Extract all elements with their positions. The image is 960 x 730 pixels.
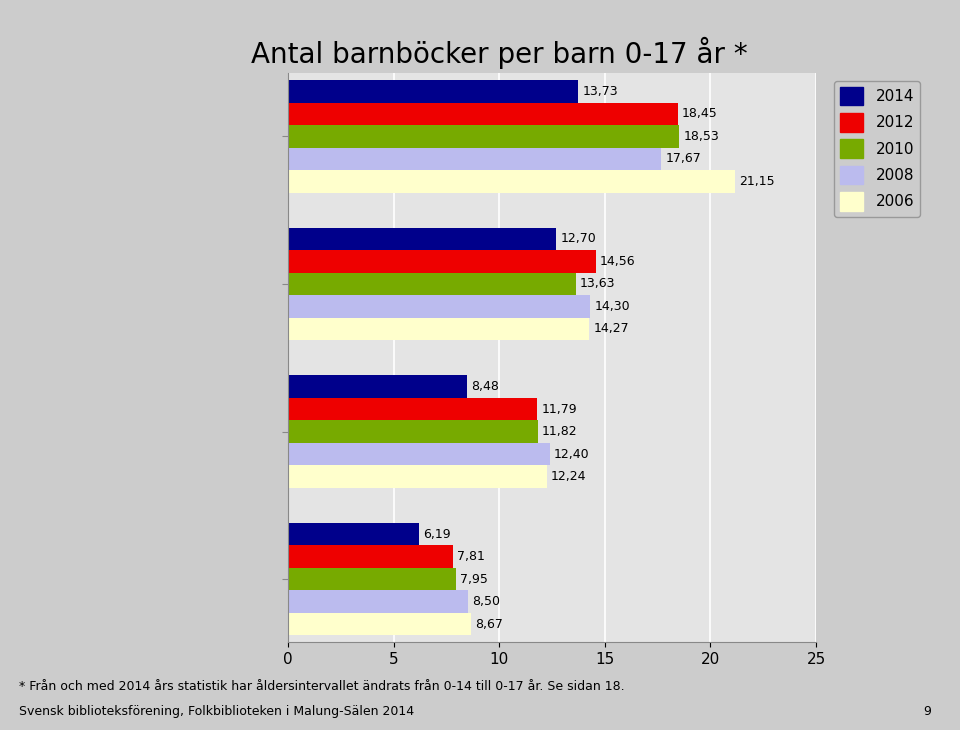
Bar: [288, 250, 595, 272]
Bar: [288, 272, 576, 295]
Text: 8,67: 8,67: [475, 618, 503, 631]
Text: 21,15: 21,15: [739, 174, 775, 188]
Bar: [288, 318, 589, 340]
Bar: [288, 443, 550, 465]
Bar: [288, 465, 546, 488]
Text: * Från och med 2014 års statistik har åldersintervallet ändrats från 0-14 till 0: * Från och med 2014 års statistik har ål…: [19, 680, 625, 693]
Bar: [288, 591, 468, 613]
Text: Antal barnböcker per barn 0-17 år *: Antal barnböcker per barn 0-17 år *: [251, 36, 748, 69]
Text: 14,27: 14,27: [593, 323, 629, 335]
Bar: [288, 613, 471, 635]
Bar: [288, 420, 538, 443]
Text: 13,73: 13,73: [582, 85, 618, 98]
Text: 12,40: 12,40: [554, 447, 589, 461]
Text: 8,50: 8,50: [471, 595, 500, 608]
Text: 9: 9: [924, 705, 931, 718]
Text: 12,24: 12,24: [551, 470, 587, 483]
Text: 11,82: 11,82: [541, 425, 578, 438]
Bar: [288, 398, 537, 420]
Bar: [288, 228, 556, 250]
Text: 14,56: 14,56: [600, 255, 636, 268]
Text: Svensk biblioteksförening, Folkbiblioteken i Malung-Sälen 2014: Svensk biblioteksförening, Folkbibliotek…: [19, 705, 415, 718]
Bar: [288, 295, 590, 318]
Text: 13,63: 13,63: [580, 277, 615, 291]
Text: 7,81: 7,81: [457, 550, 485, 563]
Text: 18,53: 18,53: [684, 130, 719, 143]
Text: 12,70: 12,70: [561, 232, 596, 245]
Text: 11,79: 11,79: [541, 402, 577, 415]
Bar: [288, 102, 678, 125]
Bar: [288, 568, 456, 591]
Text: 14,30: 14,30: [594, 300, 630, 313]
Text: 7,95: 7,95: [460, 572, 488, 585]
Bar: [288, 125, 680, 147]
Bar: [288, 147, 661, 170]
Text: 17,67: 17,67: [665, 153, 701, 165]
Legend: 2014, 2012, 2010, 2008, 2006: 2014, 2012, 2010, 2008, 2006: [834, 80, 921, 217]
Text: 6,19: 6,19: [423, 528, 450, 541]
Bar: [288, 375, 468, 398]
Text: 18,45: 18,45: [682, 107, 718, 120]
Bar: [288, 545, 453, 568]
Bar: [288, 170, 734, 193]
Text: 8,48: 8,48: [471, 380, 499, 393]
Bar: [288, 80, 578, 102]
Bar: [288, 523, 419, 545]
